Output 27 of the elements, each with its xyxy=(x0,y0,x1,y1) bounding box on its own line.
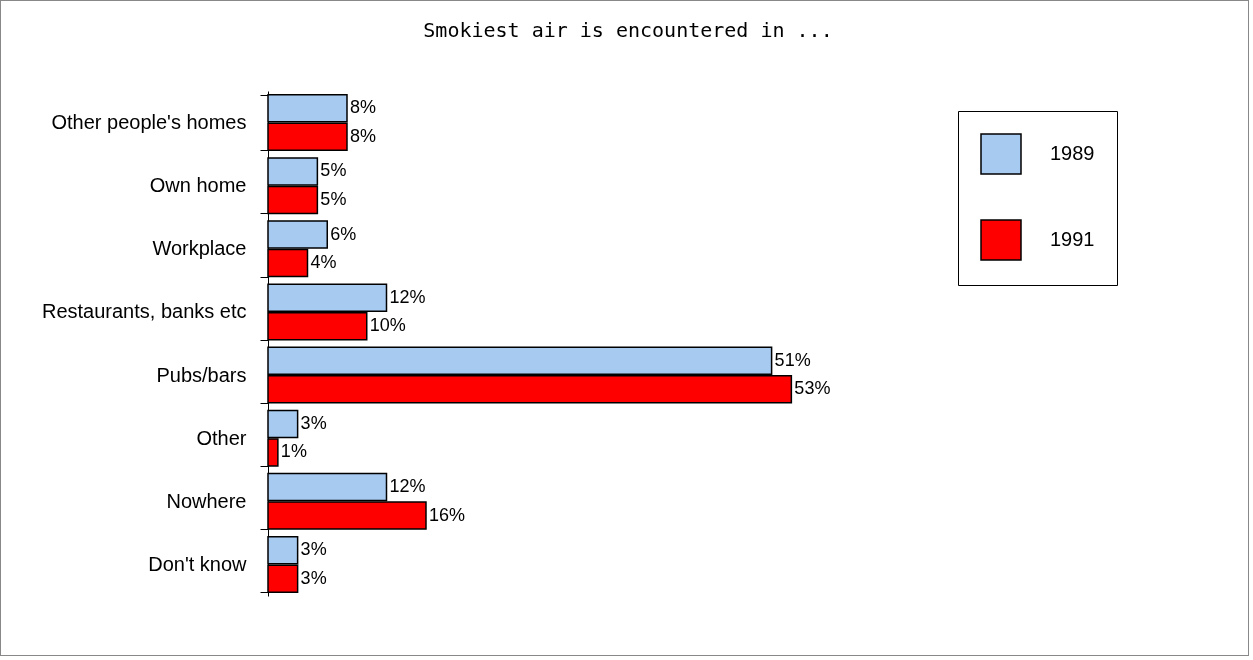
data-label: 8% xyxy=(350,97,377,118)
data-label: 3% xyxy=(300,567,327,588)
data-label: 1% xyxy=(280,441,307,462)
data-label: 5% xyxy=(320,188,347,209)
data-label: 6% xyxy=(330,223,357,244)
legend-label: 1989 xyxy=(1050,142,1095,164)
y-tick-label: Own home xyxy=(149,174,247,197)
y-tick-label: Pubs/bars xyxy=(156,363,247,386)
data-label: 53% xyxy=(794,378,831,399)
chart-title: Smokiest air is encountered in ... xyxy=(423,18,833,42)
y-tick-label: Other people's homes xyxy=(51,111,247,134)
y-tick-label: Workplace xyxy=(152,237,247,260)
data-label: 3% xyxy=(300,539,327,560)
data-label: 51% xyxy=(774,349,811,370)
data-label: 5% xyxy=(320,160,347,181)
data-label: 3% xyxy=(300,412,327,433)
y-tick-label: Nowhere xyxy=(166,489,247,512)
legend-label: 1991 xyxy=(1050,228,1095,250)
data-label: 8% xyxy=(350,125,377,146)
data-label: 12% xyxy=(389,476,426,497)
data-label: 12% xyxy=(389,286,426,307)
y-tick-label: Restaurants, banks etc xyxy=(41,300,247,323)
data-label: 4% xyxy=(310,252,337,273)
y-tick-label: Other xyxy=(196,426,247,449)
y-tick-label: Don't know xyxy=(148,552,248,575)
data-label: 16% xyxy=(429,504,466,525)
data-label: 10% xyxy=(369,315,406,336)
